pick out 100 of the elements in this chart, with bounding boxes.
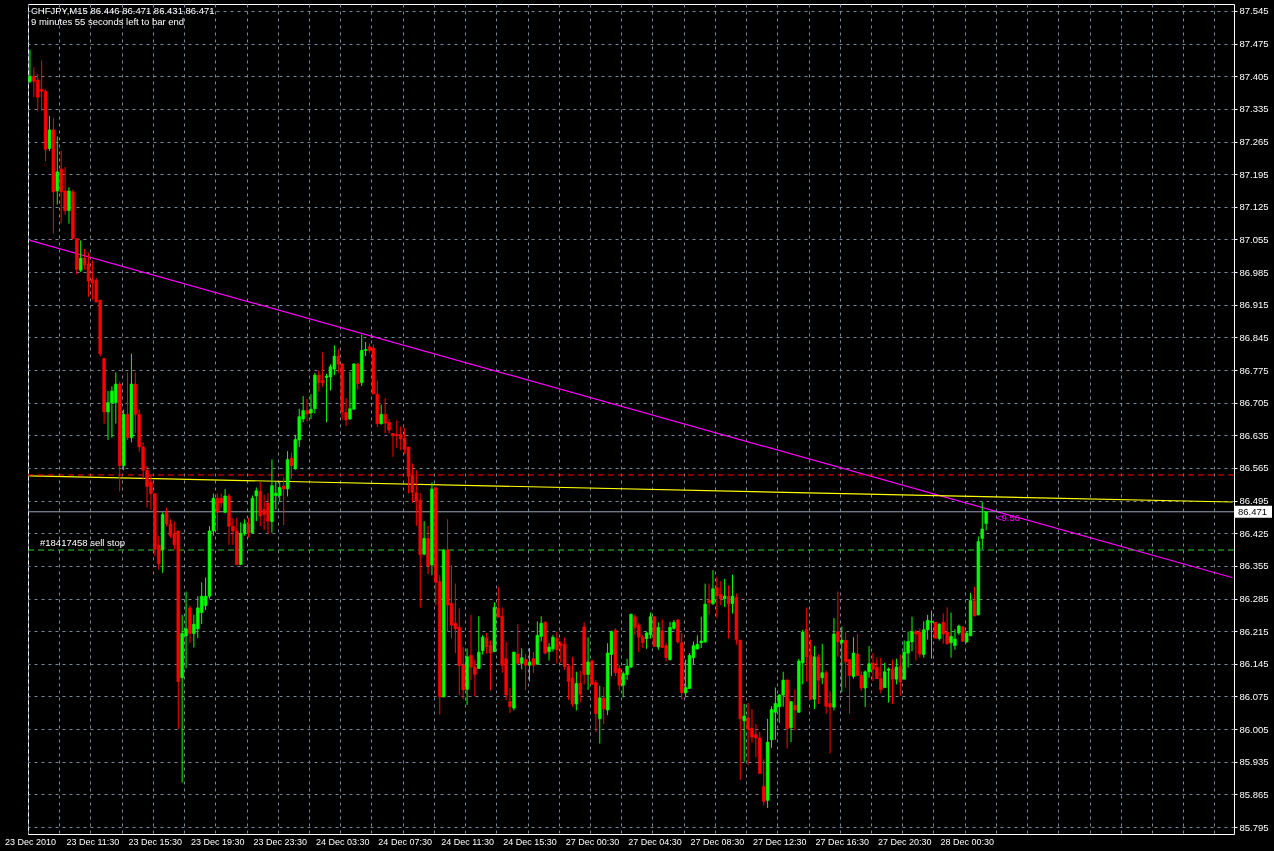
x-tick-label: 27 Dec 08:30 bbox=[690, 836, 745, 847]
candlestick bbox=[711, 569, 715, 606]
y-tick-label: 85.865 bbox=[1239, 788, 1269, 800]
y-tick-label: 85.935 bbox=[1239, 756, 1269, 768]
candlestick bbox=[707, 583, 711, 616]
candlestick bbox=[531, 651, 536, 674]
annotation: <9.56 bbox=[996, 512, 1021, 523]
candlestick bbox=[55, 135, 59, 206]
candlestick bbox=[523, 653, 528, 691]
candlestick bbox=[586, 636, 590, 691]
y-tick-label: 86.425 bbox=[1239, 527, 1269, 539]
candlestick bbox=[395, 419, 399, 449]
candlestick bbox=[816, 653, 821, 705]
candlestick bbox=[871, 652, 875, 682]
candlestick bbox=[110, 385, 114, 439]
candlestick bbox=[574, 671, 579, 711]
candlestick bbox=[840, 626, 844, 693]
candlestick bbox=[683, 659, 688, 698]
candlestick bbox=[266, 492, 270, 535]
candlestick bbox=[918, 627, 922, 658]
candlestick bbox=[836, 591, 840, 658]
candlestick bbox=[67, 186, 71, 225]
y-tick-label: 87.265 bbox=[1239, 136, 1269, 148]
y-tick-label: 86.915 bbox=[1239, 299, 1269, 311]
x-tick-label: 24 Dec 15:30 bbox=[503, 836, 557, 847]
candlestick bbox=[730, 574, 735, 614]
candlestick bbox=[125, 371, 130, 441]
candlestick bbox=[520, 647, 524, 670]
candlestick bbox=[949, 612, 953, 659]
x-tick-label: 24 Dec 03:30 bbox=[315, 836, 370, 847]
y-tick-label: 87.055 bbox=[1239, 233, 1269, 245]
y-tick-label: 86.985 bbox=[1239, 266, 1269, 278]
candlestick bbox=[648, 612, 653, 640]
candlestick bbox=[972, 586, 977, 618]
x-tick-label: 27 Dec 04:30 bbox=[628, 836, 682, 847]
candlestick bbox=[278, 481, 282, 503]
x-tick-label: 23 Dec 19:30 bbox=[191, 836, 245, 847]
candlestick bbox=[223, 488, 227, 514]
y-tick-label: 86.705 bbox=[1239, 397, 1269, 409]
y-tick-label: 86.145 bbox=[1239, 658, 1269, 670]
y-tick-label: 86.635 bbox=[1239, 429, 1269, 441]
candlestick bbox=[820, 643, 824, 685]
y-tick-label: 86.285 bbox=[1239, 593, 1269, 605]
candlestick bbox=[890, 659, 895, 705]
x-tick-label: 23 Dec 23:30 bbox=[253, 836, 308, 847]
candlestick bbox=[781, 671, 785, 708]
candlestick bbox=[320, 351, 325, 388]
candlestick bbox=[715, 576, 719, 619]
candlestick bbox=[59, 150, 63, 224]
y-tick-label: 87.125 bbox=[1239, 201, 1269, 213]
candlestick bbox=[422, 520, 426, 556]
x-tick-label: 27 Dec 20:30 bbox=[877, 836, 932, 847]
x-tick-label: 27 Dec 16:30 bbox=[815, 836, 870, 847]
y-tick-label: 86.005 bbox=[1239, 723, 1269, 735]
candlestick bbox=[106, 390, 110, 441]
candlestick bbox=[598, 685, 602, 745]
candlestick bbox=[254, 487, 259, 522]
candlestick bbox=[914, 629, 918, 662]
candlestick bbox=[945, 606, 949, 646]
x-tick-label: 23 Dec 2010 bbox=[4, 836, 56, 847]
candlestick bbox=[399, 425, 403, 451]
candlestick bbox=[722, 578, 727, 608]
y-tick-label: 86.775 bbox=[1239, 364, 1269, 376]
text: 9 minutes 55 seconds left to bar end bbox=[31, 16, 185, 27]
x-tick-label: 28 Dec 00:30 bbox=[940, 836, 994, 847]
y-tick-label: 87.335 bbox=[1239, 103, 1269, 115]
chart-title: CHFJPY,M15 86.446 86.471 86.431 86.471 bbox=[31, 5, 215, 16]
candlestick bbox=[379, 404, 383, 426]
x-tick-label: 23 Dec 15:30 bbox=[128, 836, 183, 847]
y-tick-label: 86.075 bbox=[1239, 690, 1269, 702]
candlestick bbox=[383, 397, 387, 434]
y-tick-label: 87.195 bbox=[1239, 168, 1269, 180]
candlestick bbox=[305, 398, 309, 422]
y-tick-label: 86.845 bbox=[1239, 331, 1269, 343]
candlestick bbox=[886, 667, 891, 704]
candlestick bbox=[843, 631, 848, 689]
y-tick-label: 85.795 bbox=[1239, 821, 1269, 833]
candlestick bbox=[746, 702, 750, 766]
ref-line-label: 86.471 bbox=[1238, 505, 1268, 517]
candlestick bbox=[215, 493, 219, 532]
candlestick bbox=[898, 653, 903, 697]
candlestick bbox=[742, 703, 746, 763]
y-tick-label: 87.475 bbox=[1239, 38, 1269, 50]
candlestick bbox=[879, 657, 883, 694]
candlestick bbox=[793, 688, 797, 731]
x-tick-label: 27 Dec 12:30 bbox=[753, 836, 807, 847]
x-tick-label: 27 Dec 00:30 bbox=[565, 836, 620, 847]
candlestick bbox=[980, 501, 984, 550]
candlestick bbox=[477, 615, 481, 670]
ref-line-label: #18417458 sell stop bbox=[40, 537, 126, 549]
candlestick bbox=[47, 115, 52, 152]
candlestick bbox=[601, 686, 606, 725]
candlestick bbox=[28, 49, 32, 84]
y-tick-label: 86.495 bbox=[1239, 495, 1269, 507]
candlestick bbox=[262, 494, 266, 531]
candlestick bbox=[516, 623, 520, 665]
y-tick-label: 87.545 bbox=[1239, 5, 1269, 17]
candlestick bbox=[894, 658, 899, 685]
candlestick bbox=[527, 647, 532, 683]
x-tick-label: 24 Dec 07:30 bbox=[378, 836, 432, 847]
